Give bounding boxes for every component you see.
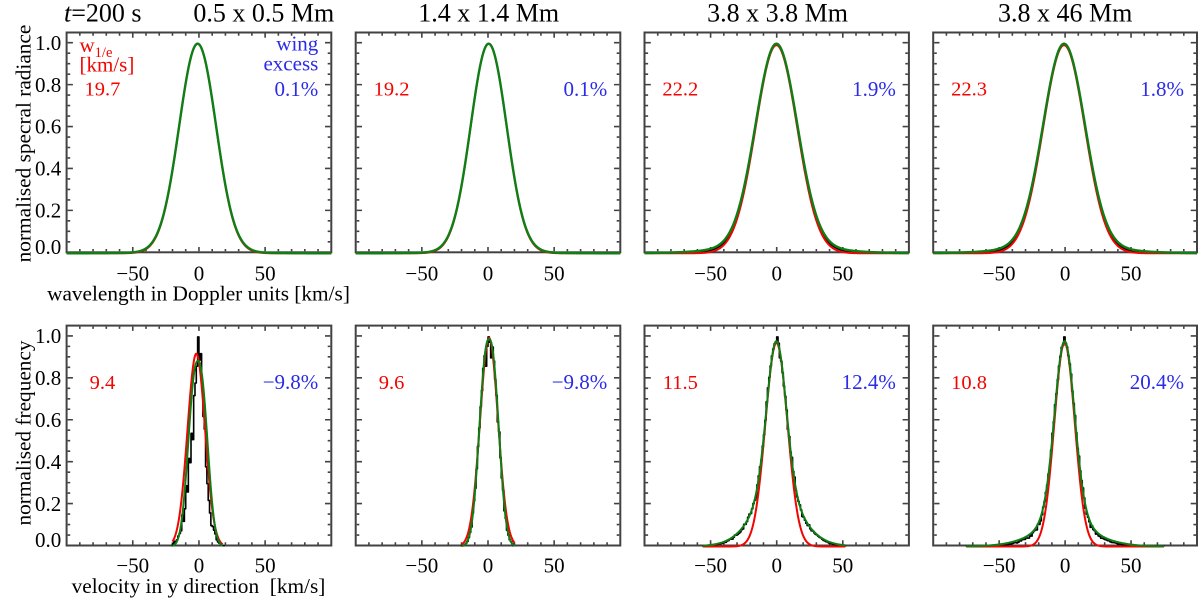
svg-text:19.2: 19.2 — [374, 79, 410, 101]
svg-text:12.4%: 12.4% — [842, 370, 896, 394]
svg-text:0.4: 0.4 — [35, 450, 62, 474]
svg-text:excess: excess — [263, 51, 318, 75]
svg-text:0.4: 0.4 — [35, 157, 62, 181]
svg-text:50: 50 — [1121, 261, 1142, 285]
svg-text:50: 50 — [544, 261, 565, 285]
svg-text:0: 0 — [771, 261, 782, 285]
svg-text:11.5: 11.5 — [663, 372, 698, 394]
svg-text:0.1%: 0.1% — [564, 77, 608, 101]
svg-text:50: 50 — [255, 554, 276, 578]
svg-text:1.9%: 1.9% — [852, 77, 896, 101]
svg-text:0: 0 — [1060, 554, 1071, 578]
svg-text:−50: −50 — [116, 261, 149, 285]
svg-text:0: 0 — [483, 261, 494, 285]
svg-text:0: 0 — [1060, 261, 1071, 285]
svg-text:0.1%: 0.1% — [275, 77, 319, 101]
svg-text:−9.8%: −9.8% — [552, 370, 608, 394]
svg-text:normalised frequency: normalised frequency — [12, 340, 36, 525]
svg-text:0.0: 0.0 — [35, 235, 61, 259]
svg-text:velocity in y direction [km/s: velocity in y direction [km/s] — [72, 574, 326, 598]
svg-text:10.8: 10.8 — [951, 372, 987, 394]
svg-text:−50: −50 — [116, 554, 149, 578]
svg-text:0.6: 0.6 — [35, 408, 61, 432]
svg-text:0: 0 — [483, 554, 494, 578]
svg-text:50: 50 — [832, 554, 853, 578]
svg-text:t=200 s: t=200 s — [64, 0, 142, 28]
svg-text:[km/s]: [km/s] — [80, 53, 135, 77]
svg-text:50: 50 — [544, 554, 565, 578]
svg-text:50: 50 — [255, 261, 276, 285]
svg-text:1.8%: 1.8% — [1140, 77, 1184, 101]
svg-text:0: 0 — [194, 261, 205, 285]
svg-text:20.4%: 20.4% — [1130, 370, 1184, 394]
svg-text:50: 50 — [1121, 554, 1142, 578]
svg-text:0.2: 0.2 — [35, 492, 61, 516]
svg-text:−50: −50 — [983, 261, 1016, 285]
svg-text:−50: −50 — [694, 554, 727, 578]
svg-text:9.4: 9.4 — [90, 372, 116, 394]
svg-text:−9.8%: −9.8% — [263, 370, 319, 394]
svg-text:1.0: 1.0 — [35, 324, 61, 348]
svg-text:1.0: 1.0 — [35, 31, 61, 55]
svg-text:0.2: 0.2 — [35, 199, 61, 223]
svg-text:22.3: 22.3 — [951, 79, 987, 101]
svg-text:0.0: 0.0 — [35, 528, 61, 552]
svg-text:0.5 x 0.5 Mm: 0.5 x 0.5 Mm — [193, 0, 334, 28]
svg-text:19.7: 19.7 — [84, 79, 120, 101]
svg-text:−50: −50 — [694, 261, 727, 285]
svg-text:normalised specral radiance: normalised specral radiance — [12, 25, 36, 263]
svg-text:50: 50 — [832, 261, 853, 285]
svg-text:3.8 x 46 Mm: 3.8 x 46 Mm — [998, 0, 1132, 28]
svg-text:22.2: 22.2 — [662, 79, 698, 101]
svg-text:−50: −50 — [405, 554, 438, 578]
svg-text:0.8: 0.8 — [35, 366, 61, 390]
svg-text:3.8 x 3.8 Mm: 3.8 x 3.8 Mm — [707, 0, 848, 28]
svg-text:−50: −50 — [405, 261, 438, 285]
svg-text:wing: wing — [276, 32, 319, 56]
svg-text:0: 0 — [194, 554, 205, 578]
svg-text:1.4 x 1.4 Mm: 1.4 x 1.4 Mm — [418, 0, 559, 28]
svg-text:0.8: 0.8 — [35, 73, 61, 97]
svg-text:9.6: 9.6 — [379, 372, 405, 394]
svg-text:0.6: 0.6 — [35, 115, 61, 139]
svg-text:−50: −50 — [983, 554, 1016, 578]
svg-text:0: 0 — [771, 554, 782, 578]
svg-text:wavelength in Doppler units [k: wavelength in Doppler units [km/s] — [47, 282, 350, 306]
